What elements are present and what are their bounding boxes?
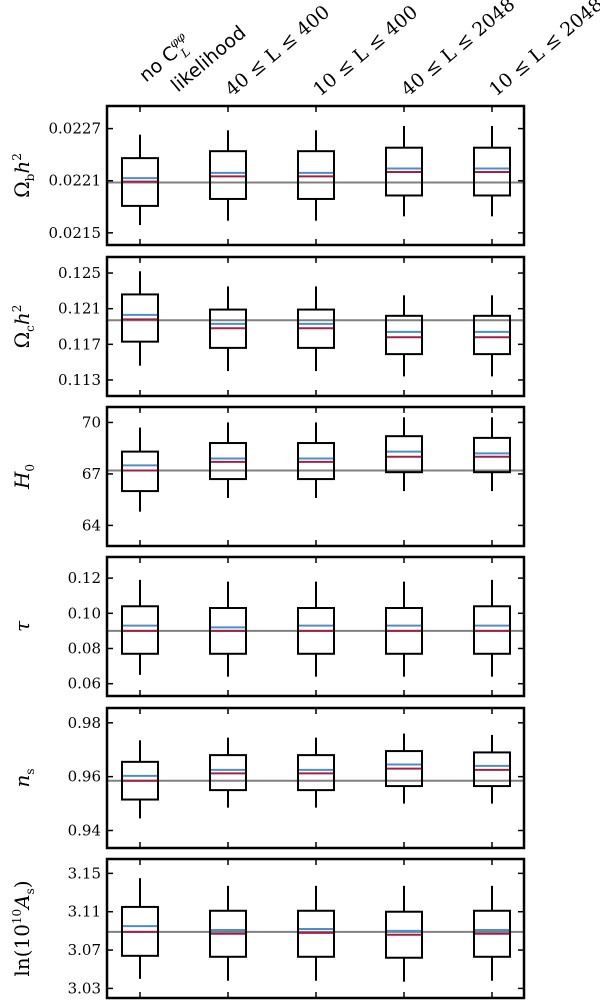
panel-2: 64 67 70 H0 (10, 405, 526, 548)
box-4 (473, 125, 511, 217)
box-body (121, 905, 159, 957)
box-3 (385, 417, 423, 492)
y-tick-label: 0.10 (68, 604, 101, 622)
y-tick-label: 0.113 (58, 371, 101, 389)
box-4 (473, 734, 511, 804)
y-tick-label: 0.08 (68, 639, 101, 657)
box-3 (385, 295, 423, 377)
box-1 (209, 737, 247, 808)
box-body (297, 442, 335, 481)
y-tick-label: 67 (82, 465, 101, 483)
y-tick-label: 64 (82, 516, 101, 534)
panel-0: 0.0215 0.0221 0.0227 Ωbh2 (10, 104, 526, 247)
box-2 (297, 286, 335, 372)
box-body (473, 909, 511, 958)
box-body (121, 760, 159, 801)
box-4 (473, 417, 511, 492)
box-body (473, 751, 511, 788)
box-3 (385, 885, 423, 982)
box-4 (473, 885, 511, 981)
y-tick-label: 0.0227 (49, 120, 102, 138)
box-0 (121, 579, 159, 675)
y-axis-label: ln(1010As) (10, 880, 37, 976)
box-body (209, 607, 247, 655)
box-body (385, 910, 423, 959)
box-4 (473, 579, 511, 677)
box-0 (121, 427, 159, 512)
box-2 (297, 581, 335, 677)
y-axis-label: ns (10, 768, 37, 787)
y-tick-label: 0.94 (68, 822, 101, 840)
y-tick-label: 0.0215 (49, 224, 102, 242)
box-body (473, 314, 511, 356)
y-axis-label: τ (10, 620, 34, 632)
y-axis-label: Ωbh2 (10, 153, 37, 198)
box-body (209, 909, 247, 958)
box-body (385, 750, 423, 788)
box-2 (297, 885, 335, 981)
box-1 (209, 581, 247, 677)
y-tick-label: 3.11 (68, 903, 101, 921)
box-0 (121, 878, 159, 979)
box-0 (121, 271, 159, 366)
y-tick-label: 3.15 (68, 864, 101, 882)
box-4 (473, 295, 511, 377)
box-body (121, 157, 159, 207)
box-3 (385, 733, 423, 804)
box-2 (297, 422, 335, 498)
box-body (121, 450, 159, 493)
box-body (297, 308, 335, 349)
panel-3: 0.06 0.08 0.10 0.12 τ (10, 555, 526, 698)
y-tick-label: 0.98 (68, 714, 101, 732)
box-body (297, 909, 335, 958)
y-tick-label: 0.117 (58, 335, 101, 353)
panel-4: 0.94 0.96 0.98 ns (10, 706, 526, 850)
panel-1: 0.113 0.117 0.121 0.125 Ωch2 (10, 255, 526, 398)
y-tick-label: 0.125 (58, 264, 101, 282)
box-1 (209, 885, 247, 981)
y-tick-label: 0.06 (68, 675, 101, 693)
y-tick-label: 0.12 (68, 569, 101, 587)
y-tick-label: 3.03 (68, 979, 101, 997)
y-axis-label: H0 (10, 464, 37, 490)
box-body (209, 150, 247, 200)
y-tick-label: 0.96 (68, 768, 101, 786)
box-2 (297, 130, 335, 221)
box-body (473, 605, 511, 655)
y-axis-label: Ωch2 (10, 305, 37, 349)
box-body (209, 442, 247, 481)
y-tick-label: 70 (82, 413, 101, 431)
box-body (473, 436, 511, 474)
panel-5: 3.03 3.07 3.11 3.15 ln(1010As) (10, 857, 526, 1000)
box-3 (385, 581, 423, 677)
box-2 (297, 737, 335, 808)
axes-frame (105, 706, 526, 850)
box-body (385, 314, 423, 356)
box-body (385, 607, 423, 655)
box-1 (209, 422, 247, 498)
box-body (297, 150, 335, 200)
box-body (121, 605, 159, 655)
box-body (297, 754, 335, 792)
box-body (209, 754, 247, 792)
y-tick-label: 0.121 (58, 300, 101, 318)
y-tick-label: 3.07 (68, 941, 101, 959)
box-1 (209, 130, 247, 221)
box-3 (385, 125, 423, 217)
box-body (385, 146, 423, 197)
box-body (473, 146, 511, 197)
axes-frame (105, 255, 526, 398)
box-0 (121, 740, 159, 819)
box-1 (209, 286, 247, 372)
box-0 (121, 134, 159, 226)
box-body (209, 308, 247, 349)
box-body (385, 435, 423, 474)
y-tick-label: 0.0221 (49, 172, 102, 190)
box-body (121, 293, 159, 343)
box-body (297, 607, 335, 655)
